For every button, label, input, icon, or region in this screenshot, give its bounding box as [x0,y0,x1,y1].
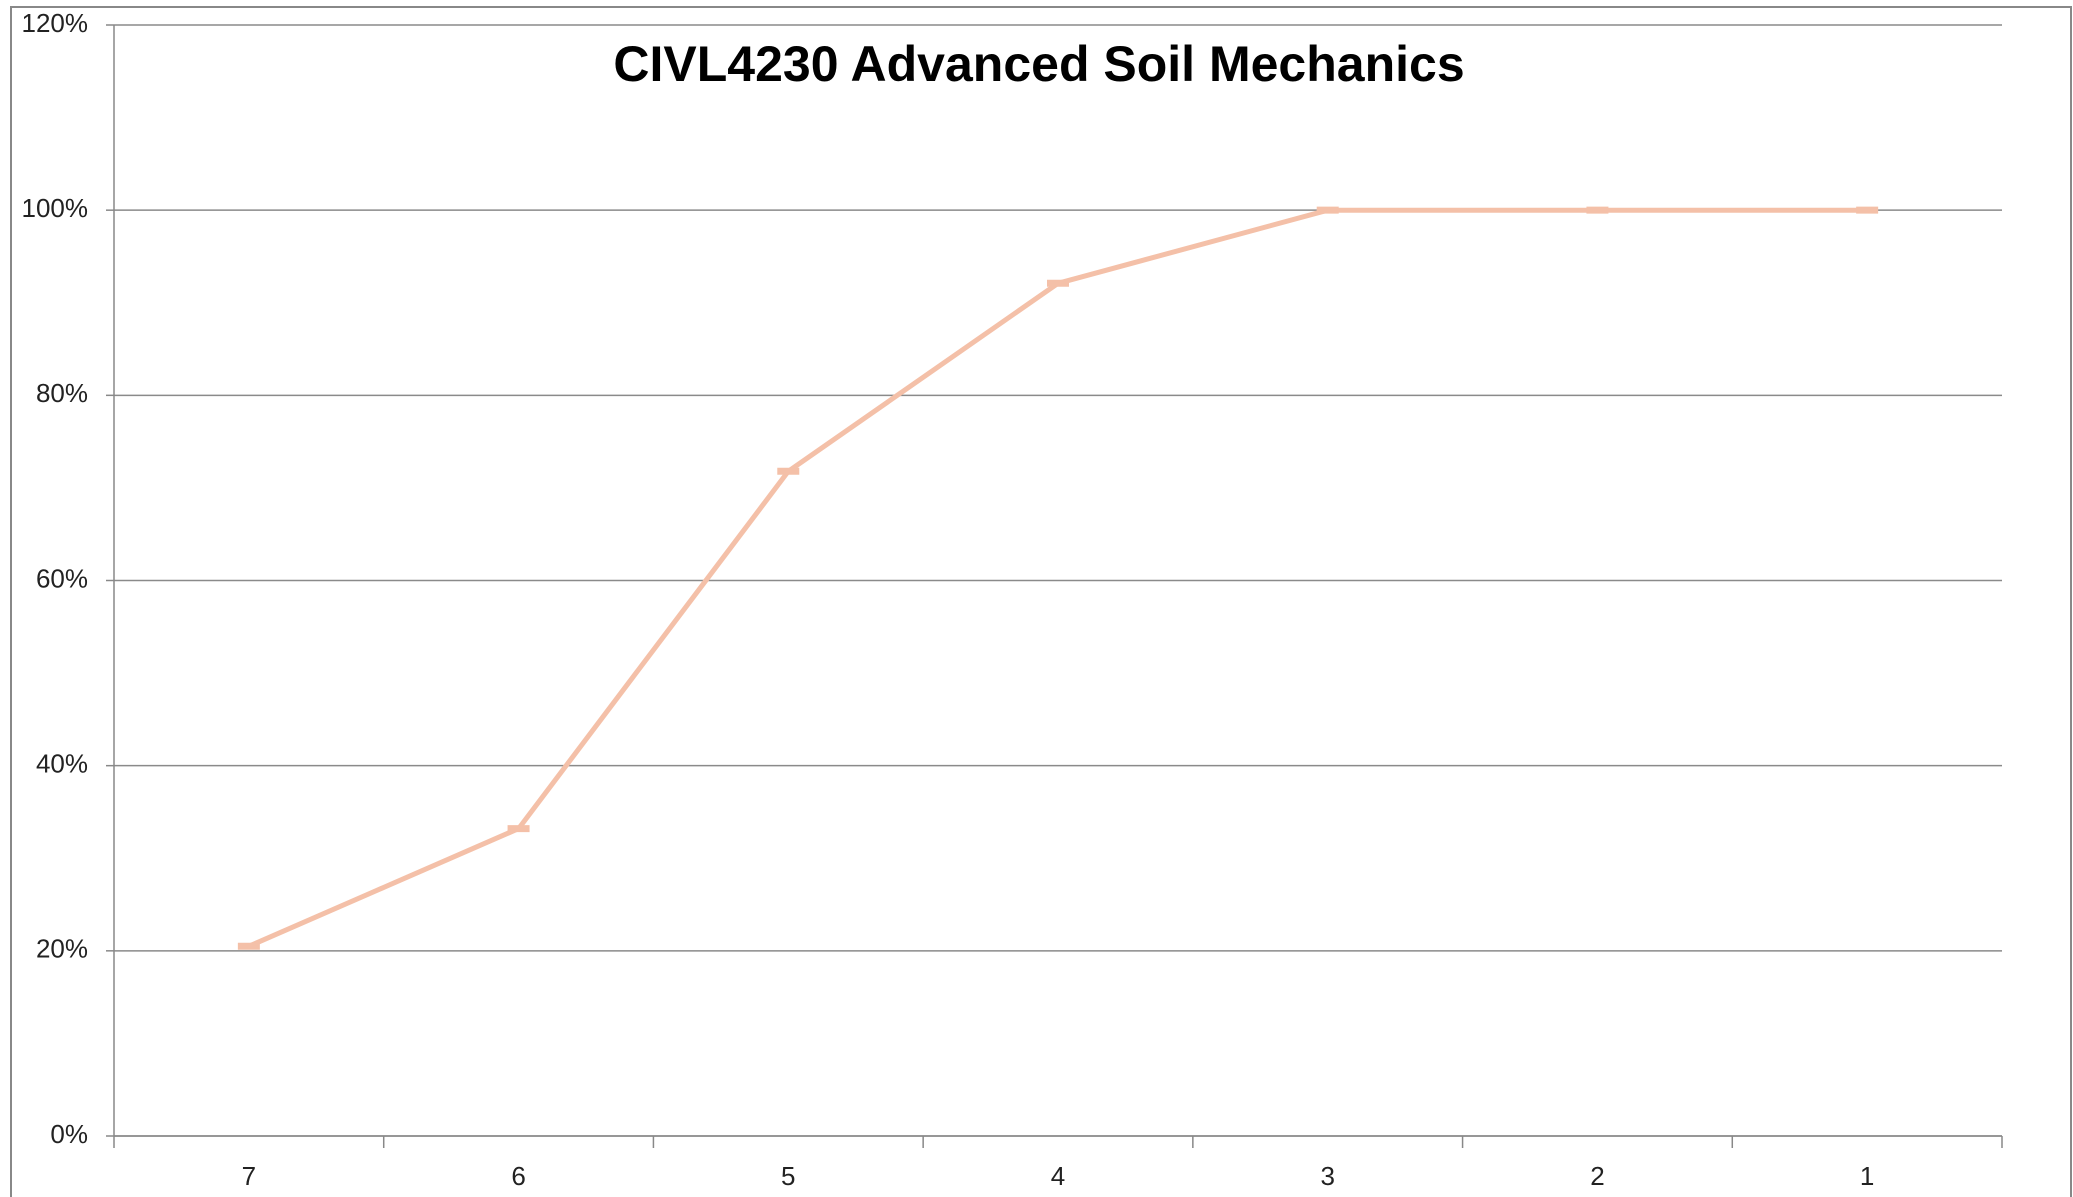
y-tick-label: 80% [36,378,88,408]
x-tick-label: 7 [242,1161,256,1191]
y-tick-label: 40% [36,749,88,779]
y-tick-label: 120% [22,8,89,38]
y-tick-label: 100% [22,193,89,223]
x-tick-label: 3 [1320,1161,1334,1191]
x-tick-label: 5 [781,1161,795,1191]
chart-title: CIVL4230 Advanced Soil Mechanics [613,36,1464,92]
line-series [247,207,1868,949]
x-tick-label: 2 [1590,1161,1604,1191]
x-tick-label: 4 [1051,1161,1065,1191]
y-tick-label: 20% [36,934,88,964]
y-tick-label: 60% [36,563,88,593]
y-tick-label: 0% [50,1119,88,1149]
x-tick-label: 1 [1860,1161,1874,1191]
x-tick-label: 6 [511,1161,525,1191]
chart-frame [10,6,2072,1197]
